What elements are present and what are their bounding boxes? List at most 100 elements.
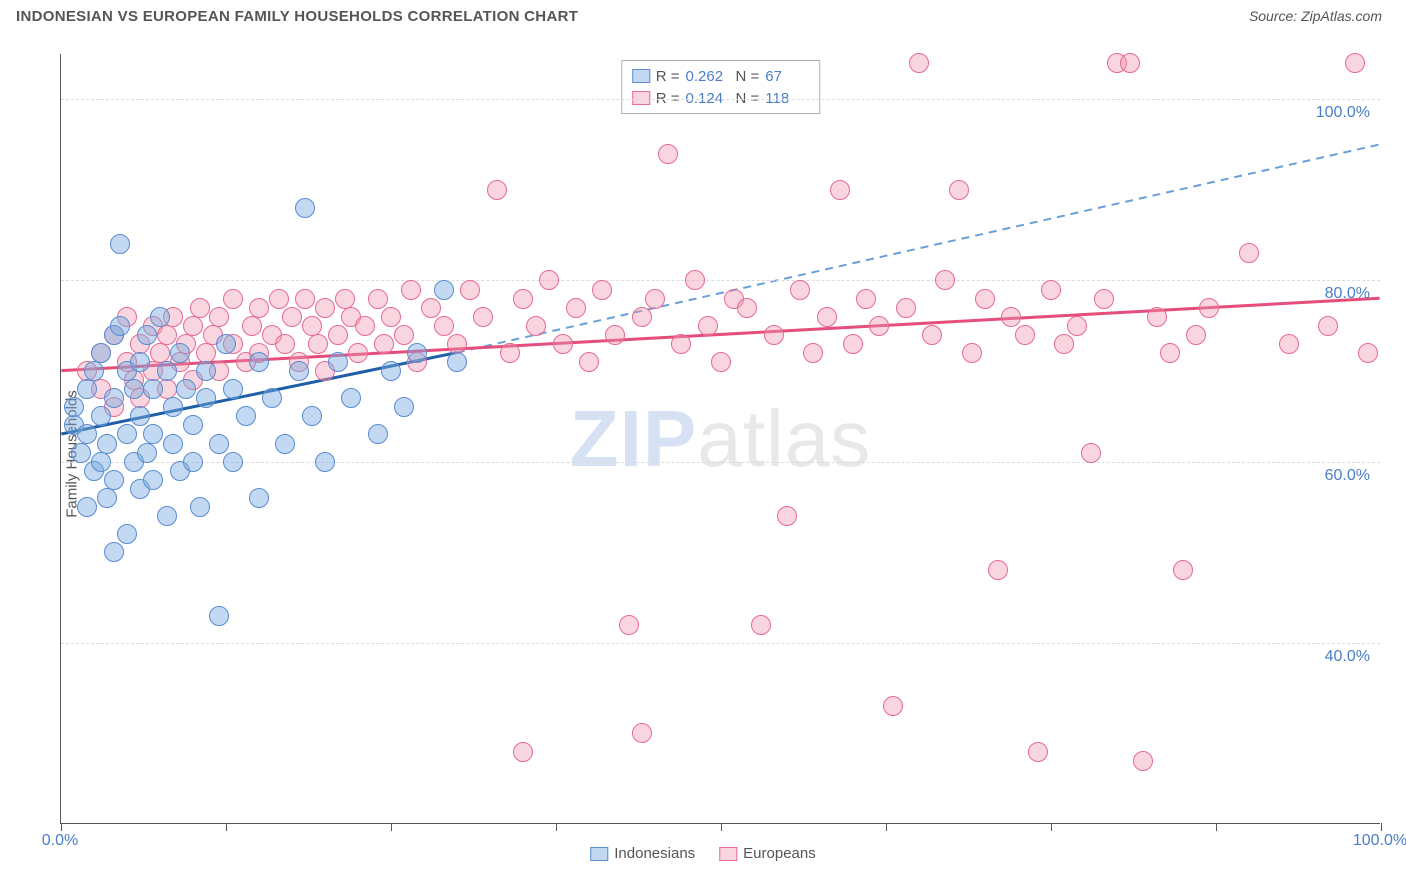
- data-point: [77, 379, 97, 399]
- data-point: [513, 289, 533, 309]
- data-point: [1094, 289, 1114, 309]
- data-point: [883, 696, 903, 716]
- data-point: [374, 334, 394, 354]
- plot-area: ZIPatlas R = 0.262 N = 67 R = 0.124 N = …: [60, 54, 1380, 824]
- data-point: [117, 524, 137, 544]
- data-point: [91, 343, 111, 363]
- data-point: [117, 424, 137, 444]
- data-point: [421, 298, 441, 318]
- data-point: [539, 270, 559, 290]
- data-point: [447, 352, 467, 372]
- swatch-europeans: [632, 91, 650, 105]
- data-point: [896, 298, 916, 318]
- data-point: [975, 289, 995, 309]
- data-point: [196, 361, 216, 381]
- data-point: [1199, 298, 1219, 318]
- y-tick-label: 60.0%: [1325, 467, 1370, 485]
- x-tick: [61, 823, 62, 831]
- data-point: [1028, 742, 1048, 762]
- data-point: [130, 352, 150, 372]
- x-tick: [226, 823, 227, 831]
- legend-label-indonesians: Indonesians: [614, 845, 695, 862]
- swatch-europeans: [719, 847, 737, 861]
- data-point: [341, 388, 361, 408]
- data-point: [632, 307, 652, 327]
- chart-title: INDONESIAN VS EUROPEAN FAMILY HOUSEHOLDS…: [16, 8, 578, 25]
- data-point: [104, 542, 124, 562]
- data-point: [394, 397, 414, 417]
- data-point: [619, 615, 639, 635]
- data-point: [988, 560, 1008, 580]
- data-point: [592, 280, 612, 300]
- data-point: [110, 234, 130, 254]
- data-point: [381, 361, 401, 381]
- data-point: [473, 307, 493, 327]
- data-point: [209, 606, 229, 626]
- n-value-indonesians: 67: [765, 68, 809, 85]
- data-point: [1345, 53, 1365, 73]
- data-point: [170, 343, 190, 363]
- data-point: [190, 298, 210, 318]
- data-point: [632, 723, 652, 743]
- data-point: [97, 434, 117, 454]
- data-point: [1147, 307, 1167, 327]
- data-point: [579, 352, 599, 372]
- data-point: [328, 325, 348, 345]
- data-point: [500, 343, 520, 363]
- data-point: [553, 334, 573, 354]
- data-point: [150, 307, 170, 327]
- data-point: [308, 334, 328, 354]
- data-point: [658, 144, 678, 164]
- data-point: [711, 352, 731, 372]
- gridline: [61, 643, 1380, 644]
- data-point: [295, 289, 315, 309]
- data-point: [163, 434, 183, 454]
- data-point: [262, 388, 282, 408]
- x-tick: [721, 823, 722, 831]
- data-point: [962, 343, 982, 363]
- source-label: Source: ZipAtlas.com: [1249, 8, 1382, 24]
- data-point: [526, 316, 546, 336]
- data-point: [196, 343, 216, 363]
- data-point: [1015, 325, 1035, 345]
- data-point: [137, 325, 157, 345]
- stats-legend-box: R = 0.262 N = 67 R = 0.124 N = 118: [621, 60, 821, 114]
- data-point: [447, 334, 467, 354]
- data-point: [407, 343, 427, 363]
- stats-row-europeans: R = 0.124 N = 118: [632, 87, 810, 109]
- data-point: [368, 289, 388, 309]
- data-point: [1081, 443, 1101, 463]
- data-point: [355, 316, 375, 336]
- data-point: [157, 325, 177, 345]
- data-point: [84, 361, 104, 381]
- x-tick: [556, 823, 557, 831]
- data-point: [315, 298, 335, 318]
- data-point: [434, 316, 454, 336]
- x-tick: [1051, 823, 1052, 831]
- data-point: [1067, 316, 1087, 336]
- data-point: [328, 352, 348, 372]
- swatch-indonesians: [590, 847, 608, 861]
- data-point: [209, 307, 229, 327]
- data-point: [223, 289, 243, 309]
- data-point: [1160, 343, 1180, 363]
- data-point: [368, 424, 388, 444]
- data-point: [909, 53, 929, 73]
- n-value-europeans: 118: [765, 90, 809, 107]
- r-value-europeans: 0.124: [686, 90, 730, 107]
- data-point: [183, 316, 203, 336]
- data-point: [269, 289, 289, 309]
- data-point: [645, 289, 665, 309]
- data-point: [1173, 560, 1193, 580]
- data-point: [183, 415, 203, 435]
- data-point: [922, 325, 942, 345]
- data-point: [223, 379, 243, 399]
- data-point: [275, 334, 295, 354]
- data-point: [348, 343, 368, 363]
- data-point: [71, 443, 91, 463]
- data-point: [817, 307, 837, 327]
- data-point: [315, 452, 335, 472]
- data-point: [566, 298, 586, 318]
- data-point: [196, 388, 216, 408]
- data-point: [143, 424, 163, 444]
